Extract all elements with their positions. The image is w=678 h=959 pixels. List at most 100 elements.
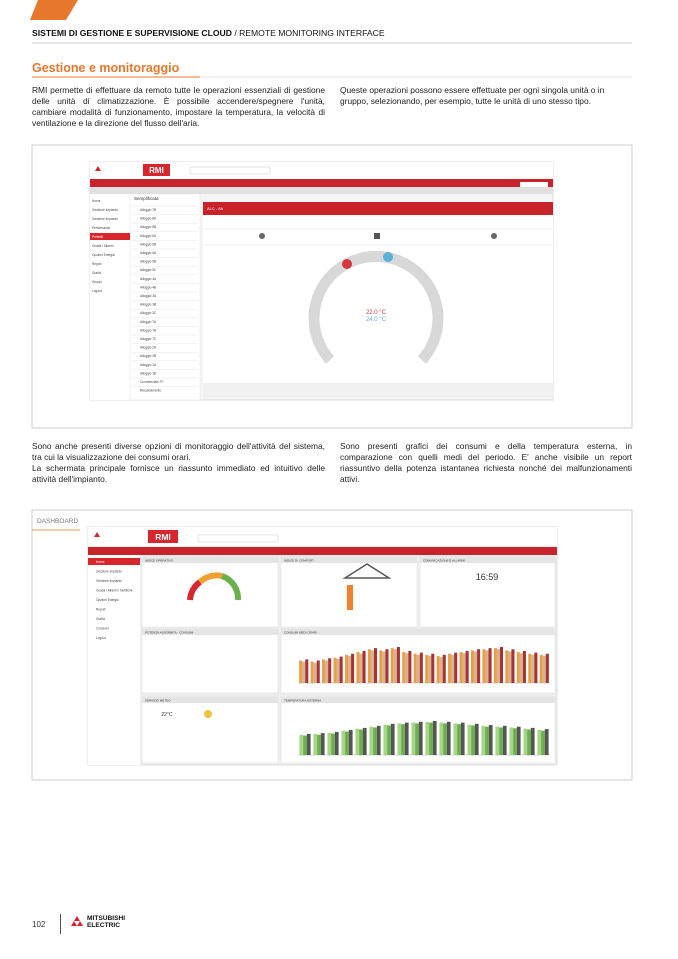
unit-item[interactable]: Commerciale P7 bbox=[140, 380, 164, 384]
menu-active bbox=[90, 233, 130, 240]
unit-item[interactable]: Alloggio 7B bbox=[140, 208, 156, 212]
menu-item[interactable]: Guasti / Allarmi / Notifiche bbox=[96, 589, 133, 593]
menu-item[interactable]: Opzioni Energia bbox=[96, 598, 119, 602]
bar bbox=[519, 653, 523, 683]
bar bbox=[317, 734, 321, 755]
unit-item[interactable]: Alloggio 1B bbox=[140, 371, 156, 375]
bar bbox=[502, 725, 507, 755]
unit-item[interactable]: Alloggio 5B bbox=[140, 260, 156, 264]
bar bbox=[369, 726, 374, 755]
bar bbox=[425, 721, 430, 755]
screenshot-remote: RMI Semplificata ALC - 8A 22.0 °C 24.0 °… bbox=[89, 161, 554, 401]
bar bbox=[401, 724, 405, 755]
unit-item[interactable]: Alloggio 3B bbox=[140, 303, 156, 307]
bar bbox=[485, 726, 489, 755]
panel-header bbox=[142, 557, 278, 563]
unit-item[interactable]: Alloggio 2A bbox=[140, 346, 157, 350]
menu-item[interactable]: Gestione Impianto bbox=[96, 570, 122, 574]
menu-item[interactable]: Consumi bbox=[96, 627, 109, 631]
menu-item[interactable]: Gestione Impianto bbox=[96, 579, 122, 583]
unit-item[interactable]: Alloggio 8A bbox=[140, 217, 157, 221]
page-title: Gestione e monitoraggio bbox=[32, 61, 180, 75]
menu-item[interactable]: Home bbox=[96, 560, 105, 564]
menu-item[interactable]: Logout bbox=[92, 289, 102, 293]
bar bbox=[328, 658, 332, 683]
section-subtitle: / REMOTE MONITORING INTERFACE bbox=[234, 28, 385, 38]
bar bbox=[404, 722, 409, 755]
bar bbox=[383, 724, 388, 755]
bar bbox=[481, 725, 486, 755]
bar bbox=[373, 648, 378, 683]
setpoint-dial[interactable] bbox=[308, 250, 444, 364]
unit-item[interactable]: Alloggio 3C bbox=[140, 311, 157, 315]
section-name: SISTEMI DI GESTIONE E SUPERVISIONE CLOUD bbox=[32, 28, 232, 38]
bar bbox=[474, 651, 478, 683]
weather-icon bbox=[204, 710, 212, 718]
unit-item[interactable]: Alloggio 2B bbox=[140, 354, 156, 358]
header: SISTEMI DI GESTIONE E SUPERVISIONE CLOUD… bbox=[32, 28, 385, 38]
menu-item[interactable]: Opzioni Energia bbox=[92, 253, 115, 257]
intro-left: RMI permette di effettuare da remoto tut… bbox=[32, 85, 325, 128]
clock: 16:59 bbox=[476, 572, 499, 582]
search-box[interactable] bbox=[189, 166, 271, 175]
panel-header bbox=[281, 557, 417, 563]
panel-title: TEMPERATURA ESTERNA bbox=[284, 699, 321, 703]
unit-item[interactable]: Riscaldamento bbox=[140, 389, 161, 393]
bar bbox=[322, 659, 326, 683]
unit-item[interactable]: Alloggio 1A bbox=[140, 363, 157, 367]
bar bbox=[419, 652, 423, 683]
brand-line: MITSUBISHI bbox=[87, 915, 126, 922]
menu-item[interactable]: Gestione Impianto bbox=[92, 208, 118, 212]
vane-icon[interactable] bbox=[491, 233, 497, 239]
unit-item[interactable]: Alloggio 6A bbox=[140, 234, 157, 238]
gauge-arc bbox=[220, 573, 242, 601]
menu-item[interactable]: Guasti / Allarmi bbox=[92, 244, 114, 248]
bar bbox=[362, 650, 366, 683]
bar bbox=[299, 660, 303, 683]
room-temp-handle bbox=[383, 252, 393, 262]
bar bbox=[439, 657, 443, 683]
panel-title: COMUNICAZIONE E ALLARMI bbox=[423, 559, 465, 563]
panel-title: CONSUMI MEDI ORARI bbox=[284, 631, 317, 635]
unit-item[interactable]: Alloggio 3A bbox=[140, 294, 157, 298]
bar bbox=[302, 661, 306, 683]
unit-item[interactable]: Alloggio 7C bbox=[140, 337, 157, 341]
unit-item[interactable]: Alloggio 7B bbox=[140, 328, 156, 332]
menu-item[interactable]: Grafici bbox=[92, 271, 102, 275]
outside-temp: 22°C bbox=[161, 712, 173, 718]
bar bbox=[471, 725, 475, 755]
panel bbox=[419, 556, 556, 628]
menu-item[interactable]: Report bbox=[96, 608, 106, 612]
unit-item[interactable]: Alloggio 5A bbox=[140, 251, 157, 255]
menu-item[interactable]: Performance bbox=[92, 226, 110, 230]
menu-item[interactable]: Gruppi bbox=[92, 280, 102, 284]
menu-item[interactable]: Report bbox=[92, 262, 102, 266]
bar bbox=[355, 728, 360, 755]
unit-item[interactable]: Alloggio 6B bbox=[140, 242, 156, 246]
bar bbox=[325, 660, 329, 683]
user-select[interactable] bbox=[520, 182, 548, 187]
mode-icon[interactable] bbox=[259, 233, 265, 239]
fan-icon[interactable] bbox=[374, 233, 380, 239]
thermometer bbox=[347, 585, 353, 610]
unit-item[interactable]: Alloggio 5C bbox=[140, 268, 157, 272]
unit-item[interactable]: Alloggio 4A bbox=[140, 277, 157, 281]
bar bbox=[454, 652, 458, 683]
unit-item[interactable]: Alloggio 4B bbox=[140, 285, 156, 289]
panel-header bbox=[142, 697, 278, 703]
menu-item[interactable]: Home bbox=[92, 199, 101, 203]
menu-item[interactable]: Preferiti bbox=[92, 235, 103, 239]
menu-item[interactable]: Grafici bbox=[96, 617, 106, 621]
unit-item[interactable]: Alloggio 7A bbox=[140, 320, 157, 324]
sidebar bbox=[90, 194, 130, 400]
bar bbox=[299, 734, 304, 755]
bar bbox=[537, 729, 542, 755]
menu-item[interactable]: Logout bbox=[96, 636, 106, 640]
rmi-logo: RMI bbox=[149, 166, 164, 175]
menu-item[interactable]: Gestione Impianto bbox=[92, 217, 118, 221]
bar bbox=[306, 733, 311, 755]
search-box[interactable] bbox=[197, 534, 279, 543]
unit-item[interactable]: Alloggio 8B bbox=[140, 225, 156, 229]
sidebar bbox=[88, 555, 140, 765]
setpoint-handle[interactable] bbox=[342, 259, 352, 269]
